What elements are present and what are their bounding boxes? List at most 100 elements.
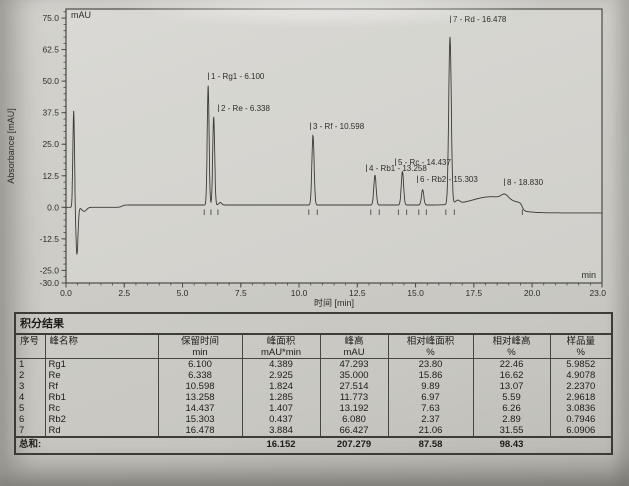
peak-index: 7 [14, 425, 46, 437]
peak-value: 6.338 [157, 370, 243, 381]
x-tick-label: 12.5 [349, 288, 366, 298]
table-title: 积分结果 [15, 313, 612, 335]
x-unit-label: min [581, 270, 596, 280]
peak-value: 13.258 [157, 392, 243, 403]
peak-name: Rf [44, 381, 159, 392]
peak-name: Rc [44, 403, 159, 414]
x-tick-label: 17.5 [466, 288, 483, 298]
table-row: 6 Rb2 15.303 0.437 6.080 2.37 2.89 0.7946 [14, 414, 613, 425]
peak-label-6: 6 - Rb2 - 15.303 [420, 175, 478, 184]
column-header-4: 峰面积 mAU*min [241, 333, 321, 359]
y-tick-label: 75.0 [42, 13, 59, 23]
column-header-2: 峰名称 [44, 333, 159, 359]
peak-value: 16.478 [157, 425, 243, 437]
peak-value: 35.000 [319, 370, 389, 381]
peak-label-8: 8 - 18.830 [507, 178, 544, 187]
x-tick-label: 23.0 [589, 288, 606, 298]
peak-label-7: 7 - Rd - 16.478 [453, 15, 507, 24]
peak-value: 1.824 [241, 381, 321, 392]
peak-name: Rb2 [44, 414, 159, 425]
y-tick-label: -12.5 [40, 234, 60, 244]
peak-name: Rb1 [44, 392, 159, 403]
column-header-7: 相对峰高% [472, 333, 551, 359]
peak-value: 14.437 [157, 403, 243, 414]
x-tick-label: 15.0 [407, 288, 424, 298]
column-header-3: 保留时间 min [157, 333, 243, 359]
peak-index: 1 [14, 358, 46, 370]
column-header-6: 相对峰面积% [387, 333, 474, 359]
y-tick-label: -25.0 [40, 265, 60, 275]
peak-value: 9.89 [387, 381, 474, 392]
peak-value: 23.80 [387, 358, 474, 370]
peak-value: 6.26 [472, 403, 551, 414]
peak-index: 3 [14, 381, 46, 392]
peak-value: 5.9852 [549, 358, 613, 370]
peak-value: 2.2370 [549, 381, 613, 392]
x-tick-label: 0.0 [60, 288, 72, 298]
peak-value: 15.86 [387, 370, 474, 381]
peak-table-body: 1 Rg1 6.100 4.389 47.293 23.80 22.46 5.9852 2 Re 6… [14, 358, 613, 437]
peak-value: 1.407 [241, 403, 321, 414]
column-header-5: 峰高 mAU [319, 333, 389, 359]
peak-index: 5 [14, 403, 46, 414]
peak-value: 2.9618 [549, 392, 613, 403]
x-tick-label: 10.0 [291, 288, 308, 298]
peak-value: 2.37 [387, 414, 474, 425]
peak-value: 3.0836 [549, 403, 613, 414]
table-total-row: 总和: 16.152 207.279 87.58 98.43 [15, 436, 612, 454]
peak-value: 7.63 [387, 403, 474, 414]
table-row: 7 Rd 16.478 3.884 66.427 21.06 31.55 6.0906 [14, 425, 613, 437]
peak-value: 6.0906 [549, 425, 613, 437]
y-tick-label: 0.0 [47, 202, 59, 212]
peak-label-2: 2 - Re - 6.338 [221, 104, 270, 113]
x-tick-label: 5.0 [177, 288, 189, 298]
table-row: 3 Rf 10.598 1.824 27.514 9.89 13.07 2.2370 [14, 381, 613, 392]
integration-results-table: 积分结果 序号 峰名称 保留时间 min 峰面积 mAU*min 峰高 mAU 相对峰面积%… [14, 312, 613, 455]
peak-label-4: 4 - Rb1 - 13.258 [369, 164, 427, 173]
x-tick-label: 2.5 [118, 288, 130, 298]
peak-value: 2.89 [472, 414, 551, 425]
peak-value: 0.7946 [549, 414, 613, 425]
table-row: 4 Rb1 13.258 1.285 11.773 6.97 5.59 2.9618 [14, 392, 613, 403]
total-value: 207.279 [320, 436, 388, 454]
total-label: 总和: [15, 436, 242, 454]
peak-label-1: 1 - Rg1 - 6.100 [211, 72, 265, 81]
peak-value: 15.303 [157, 414, 243, 425]
peak-value: 13.07 [472, 381, 551, 392]
integration-results-area: 积分结果 序号 峰名称 保留时间 min 峰面积 mAU*min 峰高 mAU 相对峰面积%… [14, 312, 613, 455]
column-header-1: 序号 [14, 333, 46, 359]
plot-border [65, 8, 603, 284]
peak-value: 6.100 [157, 358, 243, 370]
y-tick-label: 62.5 [42, 45, 59, 55]
peak-name: Rg1 [44, 358, 159, 370]
y-unit-label: mAU [71, 10, 91, 20]
peak-value: 11.773 [319, 392, 389, 403]
peak-value: 1.285 [241, 392, 321, 403]
table-row: 5 Rc 14.437 1.407 13.192 7.63 6.26 3.0836 [14, 403, 613, 414]
x-tick-label: 20.0 [524, 288, 541, 298]
peak-value: 10.598 [157, 381, 243, 392]
peak-value: 47.293 [319, 358, 389, 370]
peak-value: 13.192 [319, 403, 389, 414]
peak-value: 4.9078 [549, 370, 613, 381]
total-value: 98.43 [473, 436, 550, 454]
peak-value: 16.62 [472, 370, 551, 381]
y-tick-label: 37.5 [42, 108, 59, 118]
peak-value: 5.59 [472, 392, 551, 403]
peak-name: Rd [44, 425, 159, 437]
peak-label-5: 5 - Rc - 14.437 [398, 158, 451, 167]
chromatogram-svg: 75.0 62.5 50.0 37.5 25.0 12.5 0.0 -12.5 -25.0 -30… [6, 8, 606, 308]
y-axis-title: Absorbance [mAU] [6, 108, 16, 184]
y-tick-label: 12.5 [42, 171, 59, 181]
x-axis-title: 时间 [min] [314, 297, 354, 308]
total-value: 87.58 [388, 436, 473, 454]
peak-value: 22.46 [472, 358, 551, 370]
x-tick-label: 7.5 [235, 288, 247, 298]
peak-value: 3.884 [241, 425, 321, 437]
peak-index: 2 [14, 370, 46, 381]
table-header-row: 序号 峰名称 保留时间 min 峰面积 mAU*min 峰高 mAU 相对峰面积% 相对峰高%… [14, 333, 613, 359]
chromatogram-trace [66, 36, 602, 256]
peak-value: 6.97 [387, 392, 474, 403]
y-tick-label: 25.0 [42, 139, 59, 149]
